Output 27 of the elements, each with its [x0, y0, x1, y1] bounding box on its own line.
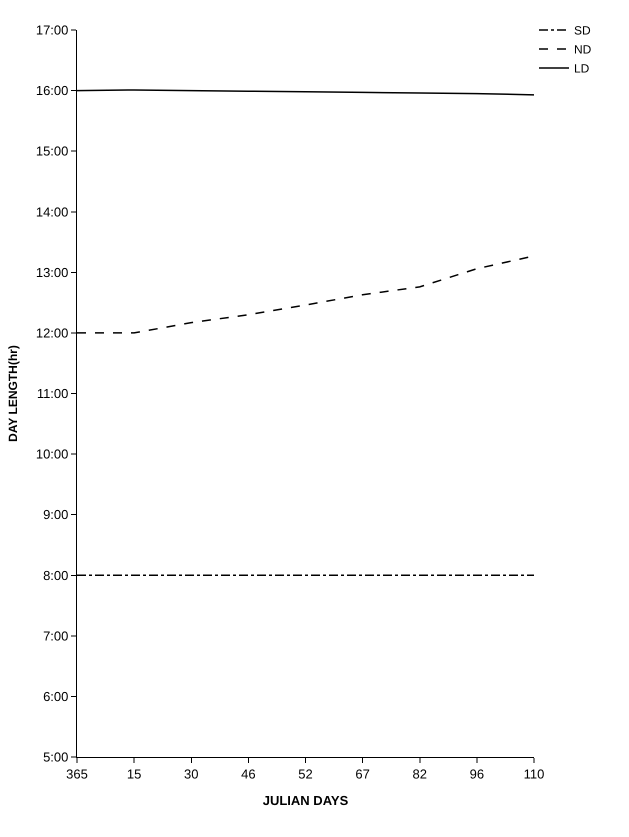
legend-label: LD — [574, 62, 590, 76]
y-tick-label: 17:00 — [36, 22, 68, 38]
x-tick-label: 67 — [355, 766, 370, 782]
y-tick-label: 11:00 — [36, 386, 68, 402]
x-tick-label: 52 — [298, 766, 313, 782]
y-tick-label: 13:00 — [36, 264, 68, 280]
y-tick-label: 6:00 — [43, 688, 68, 704]
legend-label: ND — [574, 42, 592, 57]
x-tick-label: 96 — [470, 766, 484, 782]
y-tick-label: 9:00 — [43, 507, 68, 522]
x-tick-label: 82 — [412, 766, 427, 782]
y-tick-label: 15:00 — [36, 144, 68, 159]
x-axis-title: JULIAN DAYS — [262, 793, 349, 808]
y-tick-label: 12:00 — [36, 325, 68, 340]
x-tick-label: 15 — [126, 766, 142, 782]
x-tick-label: 110 — [524, 766, 544, 782]
x-tick-label: 46 — [241, 766, 256, 782]
x-tick-label: 30 — [184, 766, 198, 782]
y-axis-title: DAY LENGTH(hr) — [6, 345, 20, 442]
y-tick-label: 5:00 — [43, 750, 68, 765]
x-tick-label: 365 — [66, 766, 88, 782]
legend-label: SD — [574, 24, 592, 38]
y-tick-label: 10:00 — [36, 446, 68, 462]
y-tick-label: 14:00 — [36, 204, 68, 220]
y-tick-label: 8:00 — [43, 568, 68, 583]
y-tick-label: 7:00 — [43, 628, 68, 644]
y-tick-label: 16:00 — [36, 83, 68, 98]
